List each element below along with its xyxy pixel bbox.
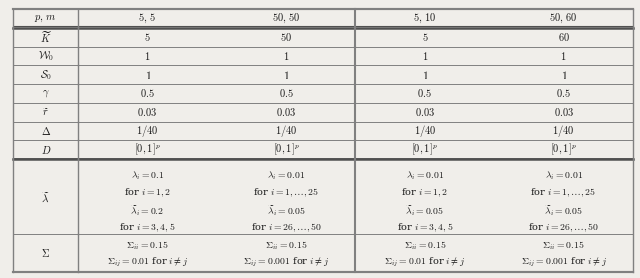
- Text: $0.5$: $0.5$: [556, 88, 571, 100]
- Text: for $i=3,4,5$: for $i=3,4,5$: [397, 221, 453, 234]
- Text: $1$: $1$: [283, 50, 289, 62]
- Text: $0.5$: $0.5$: [279, 88, 294, 100]
- Text: $50,\, 60$: $50,\, 60$: [549, 12, 578, 25]
- Text: $D$: $D$: [40, 144, 51, 156]
- Text: for $i=1,\ldots,25$: for $i=1,\ldots,25$: [253, 187, 319, 199]
- Text: $1/40$: $1/40$: [275, 123, 297, 139]
- Text: $\Sigma_{ij} = 0.001$ for $i \neq j$: $\Sigma_{ij} = 0.001$ for $i \neq j$: [243, 256, 329, 269]
- Text: $\widetilde{\lambda}_i = 0.05$: $\widetilde{\lambda}_i = 0.05$: [405, 203, 444, 218]
- Text: $1$: $1$: [561, 50, 567, 62]
- Text: $\Sigma_{ij} = 0.01$ for $i \neq j$: $\Sigma_{ij} = 0.01$ for $i \neq j$: [107, 256, 188, 269]
- Text: $0.03$: $0.03$: [138, 106, 157, 118]
- Text: $p,\, m$: $p,\, m$: [35, 13, 57, 24]
- Text: $0.03$: $0.03$: [554, 106, 573, 118]
- Text: $1$: $1$: [422, 50, 428, 62]
- Text: $0.5$: $0.5$: [417, 88, 432, 100]
- Text: $\gamma$: $\gamma$: [42, 88, 49, 99]
- Text: $5$: $5$: [422, 31, 428, 43]
- Text: $\Sigma_{ij} = 0.01$ for $i \neq j$: $\Sigma_{ij} = 0.01$ for $i \neq j$: [384, 256, 465, 269]
- Text: $5$: $5$: [144, 31, 150, 43]
- Text: for $i=26,\ldots,50$: for $i=26,\ldots,50$: [528, 221, 599, 234]
- Text: $\Sigma_{ii} = 0.15$: $\Sigma_{ii} = 0.15$: [404, 239, 446, 252]
- Text: $0.5$: $0.5$: [140, 88, 155, 100]
- Text: $1$: $1$: [144, 50, 150, 62]
- Text: $\lambda_i = 0.01$: $\lambda_i = 0.01$: [406, 169, 444, 182]
- Text: $\widetilde{\lambda}$: $\widetilde{\lambda}$: [41, 190, 51, 203]
- Text: $60$: $60$: [557, 31, 570, 43]
- Text: $\mathcal{W}_0$: $\mathcal{W}_0$: [38, 49, 54, 63]
- Text: for $i=1,\ldots,25$: for $i=1,\ldots,25$: [531, 187, 596, 199]
- Text: $\Delta$: $\Delta$: [40, 125, 51, 137]
- Text: $50,\, 50$: $50,\, 50$: [272, 12, 300, 25]
- Text: $[0,1]^p$: $[0,1]^p$: [550, 142, 577, 157]
- Text: $0.03$: $0.03$: [276, 106, 296, 118]
- Text: $\widetilde{\lambda}_i = 0.2$: $\widetilde{\lambda}_i = 0.2$: [131, 203, 164, 218]
- Text: $[0,1]^p$: $[0,1]^p$: [412, 142, 438, 157]
- Text: $\lambda_i = 0.01$: $\lambda_i = 0.01$: [545, 169, 582, 182]
- Text: $[0,1]^p$: $[0,1]^p$: [134, 142, 161, 157]
- Text: $5,\, 5$: $5,\, 5$: [138, 12, 156, 25]
- Text: $\mathbb{1}$: $\mathbb{1}$: [422, 69, 428, 81]
- Text: $\mathbb{1}$: $\mathbb{1}$: [561, 69, 566, 81]
- Text: $\Sigma_{ii} = 0.15$: $\Sigma_{ii} = 0.15$: [126, 239, 168, 252]
- Text: $[0,1]^p$: $[0,1]^p$: [273, 142, 300, 157]
- Text: $1/40$: $1/40$: [136, 123, 159, 139]
- Text: for $i=1,2$: for $i=1,2$: [124, 187, 171, 199]
- Text: for $i=1,2$: for $i=1,2$: [401, 187, 449, 199]
- Text: $1/40$: $1/40$: [552, 123, 575, 139]
- Text: $\Sigma_{ii} = 0.15$: $\Sigma_{ii} = 0.15$: [265, 239, 307, 252]
- Text: $5,\, 10$: $5,\, 10$: [413, 12, 436, 25]
- Text: $\mathbb{1}$: $\mathbb{1}$: [284, 69, 289, 81]
- Text: $\lambda_i = 0.01$: $\lambda_i = 0.01$: [267, 169, 305, 182]
- Text: $50$: $50$: [280, 31, 292, 43]
- Text: $\widetilde{\lambda}_i = 0.05$: $\widetilde{\lambda}_i = 0.05$: [267, 203, 305, 218]
- Text: for $i=26,\ldots,50$: for $i=26,\ldots,50$: [250, 221, 322, 234]
- Text: $\mathbb{1}$: $\mathbb{1}$: [145, 69, 150, 81]
- Text: $\mathcal{S}_0$: $\mathcal{S}_0$: [40, 68, 52, 81]
- Text: $\widetilde{r}$: $\widetilde{r}$: [42, 106, 49, 118]
- Text: for $i=3,4,5$: for $i=3,4,5$: [119, 221, 175, 234]
- Text: $\widetilde{\lambda}_i = 0.05$: $\widetilde{\lambda}_i = 0.05$: [544, 203, 583, 218]
- Text: $\lambda_i = 0.1$: $\lambda_i = 0.1$: [131, 169, 164, 182]
- Text: $\Sigma_{ij} = 0.001$ for $i \neq j$: $\Sigma_{ij} = 0.001$ for $i \neq j$: [520, 256, 607, 269]
- Text: $\Sigma_{ii} = 0.15$: $\Sigma_{ii} = 0.15$: [542, 239, 585, 252]
- Text: $\Sigma$: $\Sigma$: [41, 247, 50, 259]
- Text: $0.03$: $0.03$: [415, 106, 435, 118]
- Text: $1/40$: $1/40$: [413, 123, 436, 139]
- Text: $\widetilde{K}$: $\widetilde{K}$: [40, 29, 52, 45]
